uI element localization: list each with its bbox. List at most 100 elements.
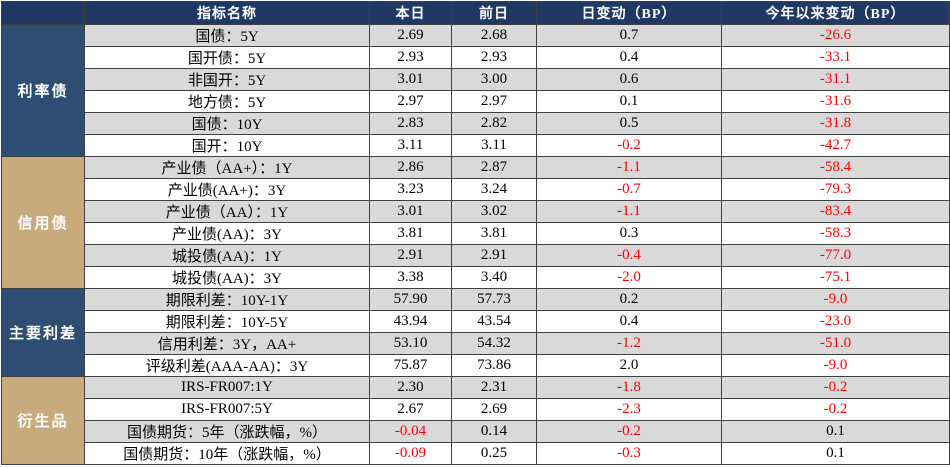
value-cell: -26.6	[721, 24, 950, 47]
header-corner	[1, 1, 85, 25]
value-cell: -0.04	[369, 420, 452, 443]
value-cell: 2.93	[451, 46, 537, 69]
group-label: 衍生品	[1, 376, 85, 465]
indicator-name: 期限利差：10Y-1Y	[84, 288, 370, 311]
value-cell: 2.93	[369, 46, 452, 69]
value-cell: -1.2	[536, 332, 722, 355]
indicator-name: 非国开：5Y	[84, 68, 370, 91]
value-cell: 73.86	[451, 354, 537, 377]
value-cell: -0.2	[721, 398, 950, 421]
value-cell: 0.6	[536, 68, 722, 91]
value-cell: -31.8	[721, 112, 950, 135]
value-cell: 0.5	[536, 112, 722, 135]
table-row: 国债期货：5年（涨跌幅，%） -0.04 0.14 -0.2 0.1	[1, 420, 950, 443]
value-cell: 2.0	[536, 354, 722, 377]
value-cell: 3.40	[451, 266, 537, 289]
value-cell: 3.11	[451, 134, 537, 157]
value-cell: 2.82	[451, 112, 537, 135]
indicator-name: 评级利差(AAA-AA)：3Y	[84, 354, 370, 377]
value-cell: 0.1	[721, 420, 950, 443]
header-row: 指标名称 本日 前日 日变动（BP） 今年以来变动（BP）	[1, 1, 950, 25]
indicator-name: 国开债：5Y	[84, 46, 370, 69]
table-row: 期限利差：10Y-5Y 43.94 43.54 0.4 -23.0	[1, 310, 950, 333]
table-row: 利率债 国债：5Y 2.69 2.68 0.7 -26.6	[1, 24, 950, 157]
indicator-name: 产业债（AA）：1Y	[84, 200, 370, 223]
value-cell: 2.97	[369, 90, 452, 113]
value-cell: -83.4	[721, 200, 950, 223]
table-body: 利率债 国债：5Y 2.69 2.68 0.7 -26.6 国开债：5Y 2.93 2.93 0.…	[1, 24, 950, 465]
value-cell: 3.38	[369, 266, 452, 289]
value-cell: 54.32	[451, 332, 537, 355]
table-row: 信用债 产业债（AA+）：1Y 2.86 2.87 -1.1 -58.4	[1, 156, 950, 289]
value-cell: -33.1	[721, 46, 950, 69]
value-cell: -75.1	[721, 266, 950, 289]
value-cell: 2.91	[451, 244, 537, 267]
value-cell: 2.69	[369, 24, 452, 47]
indicator-name: IRS-FR007:5Y	[84, 398, 370, 421]
value-cell: -2.3	[536, 398, 722, 421]
table-row: IRS-FR007:5Y 2.67 2.69 -2.3 -0.2	[1, 398, 950, 421]
value-cell: -0.3	[536, 442, 722, 465]
header-cell: 日变动（BP）	[536, 1, 722, 25]
indicator-name: 地方债：5Y	[84, 90, 370, 113]
value-cell: 3.01	[369, 200, 452, 223]
table-row: 产业债(AA+)：3Y 3.23 3.24 -0.7 -79.3	[1, 178, 950, 201]
value-cell: -58.3	[721, 222, 950, 245]
value-cell: -58.4	[721, 156, 950, 179]
value-cell: 2.30	[369, 376, 452, 399]
value-cell: -1.1	[536, 200, 722, 223]
value-cell: 0.2	[536, 288, 722, 311]
table-row: 产业债（AA）：1Y 3.01 3.02 -1.1 -83.4	[1, 200, 950, 223]
table-row: 城投债(AA)：1Y 2.91 2.91 -0.4 -77.0	[1, 244, 950, 267]
table-row: 主要利差 期限利差：10Y-1Y 57.90 57.73 0.2 -9.0	[1, 288, 950, 377]
table-row: 产业债(AA)：3Y 3.81 3.81 0.3 -58.3	[1, 222, 950, 245]
value-cell: 43.94	[369, 310, 452, 333]
indicator-name: 信用利差：3Y，AA+	[84, 332, 370, 355]
header-cell: 本日	[369, 1, 452, 25]
group-label: 主要利差	[1, 288, 85, 377]
value-cell: 0.3	[536, 222, 722, 245]
value-cell: -79.3	[721, 178, 950, 201]
group-label: 信用债	[1, 156, 85, 289]
value-cell: -0.2	[536, 134, 722, 157]
value-cell: -2.0	[536, 266, 722, 289]
value-cell: -1.8	[536, 376, 722, 399]
value-cell: -1.1	[536, 156, 722, 179]
indicator-name: 产业债（AA+）：1Y	[84, 156, 370, 179]
value-cell: 75.87	[369, 354, 452, 377]
value-cell: -0.7	[536, 178, 722, 201]
value-cell: 0.4	[536, 310, 722, 333]
header-cell: 指标名称	[84, 1, 370, 25]
value-cell: -9.0	[721, 288, 950, 311]
indicator-name: 国债：5Y	[84, 24, 370, 47]
value-cell: 3.11	[369, 134, 452, 157]
header-cell: 今年以来变动（BP）	[721, 1, 950, 25]
header-cell: 前日	[451, 1, 537, 25]
indicator-name: 产业债(AA+)：3Y	[84, 178, 370, 201]
value-cell: 3.24	[451, 178, 537, 201]
table-row: 评级利差(AAA-AA)：3Y 75.87 73.86 2.0 -9.0	[1, 354, 950, 377]
group-label: 利率债	[1, 24, 85, 157]
value-cell: 0.14	[451, 420, 537, 443]
value-cell: 2.68	[451, 24, 537, 47]
indicator-name: 国债期货：10年（涨跌幅，%）	[84, 442, 370, 465]
indicator-name: 城投债(AA)：1Y	[84, 244, 370, 267]
value-cell: -77.0	[721, 244, 950, 267]
value-cell: -0.4	[536, 244, 722, 267]
value-cell: -42.7	[721, 134, 950, 157]
table-row: 信用利差：3Y，AA+ 53.10 54.32 -1.2 -51.0	[1, 332, 950, 355]
value-cell: 3.00	[451, 68, 537, 91]
value-cell: 0.25	[451, 442, 537, 465]
indicator-name: 期限利差：10Y-5Y	[84, 310, 370, 333]
indicator-name: 城投债(AA)：3Y	[84, 266, 370, 289]
value-cell: 57.73	[451, 288, 537, 311]
value-cell: -31.1	[721, 68, 950, 91]
value-cell: 2.83	[369, 112, 452, 135]
value-cell: -23.0	[721, 310, 950, 333]
indicator-name: 国开：10Y	[84, 134, 370, 157]
value-cell: 57.90	[369, 288, 452, 311]
value-cell: 3.01	[369, 68, 452, 91]
table-row: 国开债：5Y 2.93 2.93 0.4 -33.1	[1, 46, 950, 69]
